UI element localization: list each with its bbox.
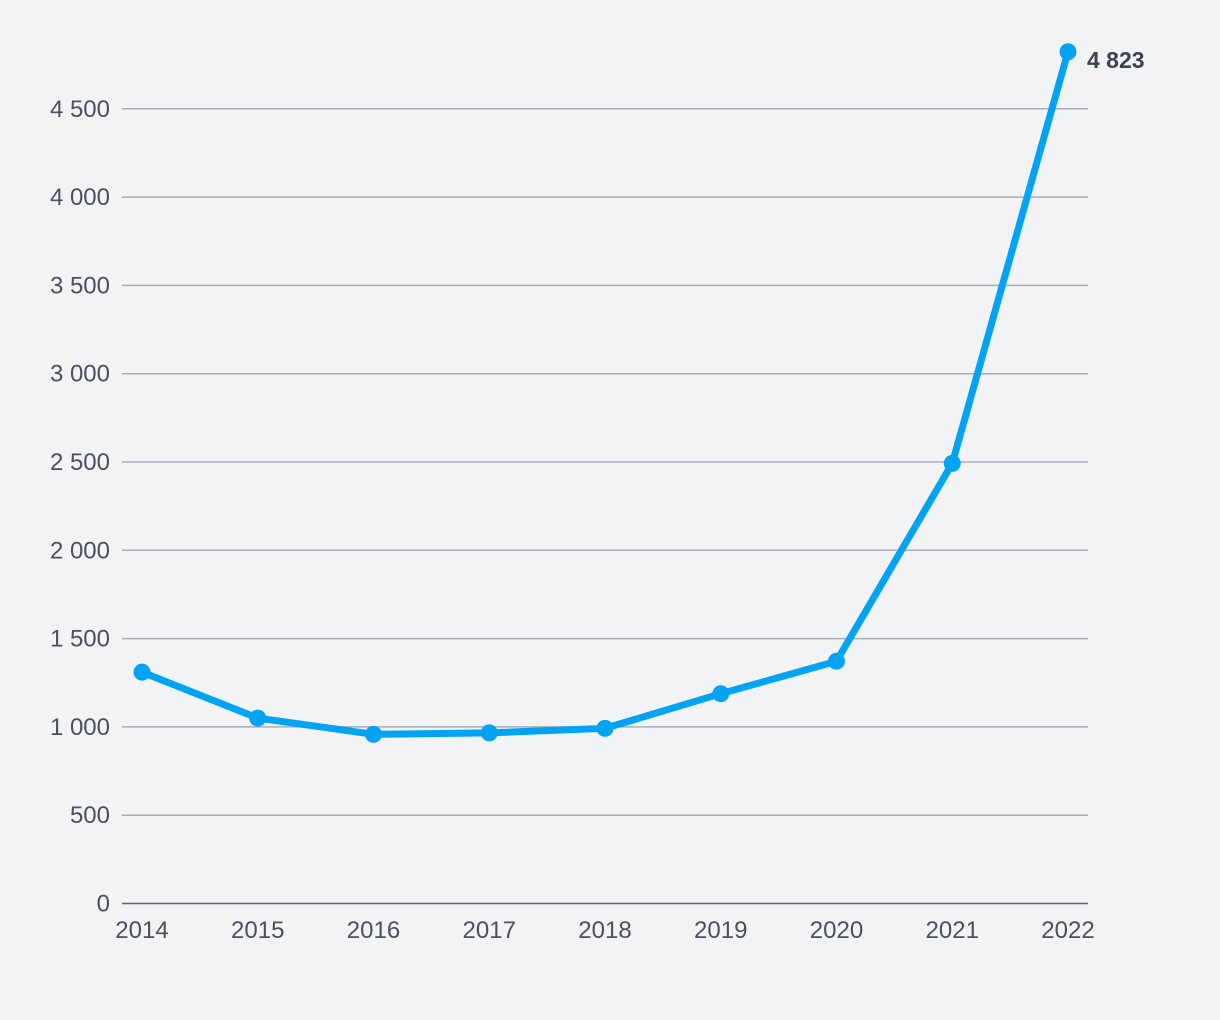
data-point	[249, 709, 267, 727]
data-point	[828, 652, 845, 670]
y-tick-label: 4 500	[50, 96, 110, 123]
y-tick-label: 4 000	[50, 184, 110, 211]
y-tick-label: 500	[70, 802, 110, 829]
data-point	[596, 719, 614, 737]
data-point	[365, 725, 382, 743]
y-tick-label: 2 000	[50, 537, 110, 564]
data-labels: 4 823	[1087, 47, 1145, 73]
x-tick-label: 2017	[463, 917, 516, 944]
series-line	[138, 48, 1072, 738]
data-point	[712, 685, 730, 703]
x-tick-label: 2015	[231, 917, 284, 944]
y-tick-label: 3 500	[50, 272, 110, 299]
data-label: 4 823	[1087, 47, 1145, 73]
x-tick-label: 2016	[347, 917, 400, 944]
x-tick-label: 2018	[578, 917, 631, 944]
x-tick-label: 2019	[694, 917, 747, 944]
series-layer	[133, 43, 1077, 743]
x-tick-label: 2022	[1041, 917, 1094, 944]
data-point	[480, 724, 498, 742]
y-tick-label: 2 500	[50, 449, 110, 476]
x-tick-label: 2020	[810, 917, 863, 944]
y-axis-tick-labels: 0 500 1 000 1 500 2 000 2 500 3 000 3 500 4 000 4…	[50, 96, 110, 918]
x-axis-tick-labels: 2014 2015 2016 2017 2018 2019 2020 2021 2022	[115, 917, 1094, 944]
x-tick-label: 2014	[115, 917, 168, 944]
y-tick-label: 3 000	[50, 361, 110, 388]
data-point	[1059, 43, 1077, 61]
data-point	[133, 663, 151, 681]
x-tick-label: 2021	[926, 917, 979, 944]
gridlines	[122, 108, 1088, 816]
y-tick-label: 1 500	[50, 626, 110, 653]
data-point	[943, 454, 961, 472]
y-tick-label: 1 000	[50, 714, 110, 741]
y-tick-label: 0	[97, 891, 110, 918]
